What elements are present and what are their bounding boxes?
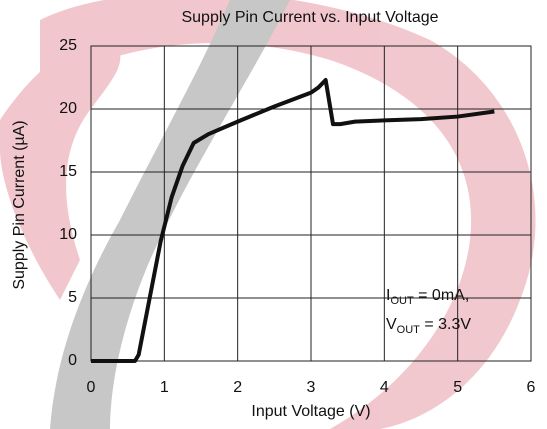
annotation-main: V xyxy=(386,316,397,333)
annotation-sub: OUT xyxy=(397,324,421,336)
x-tick-label: 6 xyxy=(527,379,536,396)
y-tick-label: 25 xyxy=(59,37,77,54)
annotation-text: VOUT = 3.3V xyxy=(386,316,471,336)
x-tick-label: 3 xyxy=(307,379,316,396)
watermark-band xyxy=(50,0,290,429)
y-tick-label: 0 xyxy=(68,352,77,369)
y-tick-label: 5 xyxy=(68,289,77,306)
y-tick-label: 15 xyxy=(59,163,77,180)
watermark-arc xyxy=(0,30,121,300)
annotation-rest: = 3.3V xyxy=(420,316,471,333)
y-axis-label: Supply Pin Current (µA) xyxy=(11,120,28,289)
annotation-sub: OUT xyxy=(390,295,414,307)
x-axis-label: Input Voltage (V) xyxy=(251,403,370,420)
x-tick-label: 2 xyxy=(233,379,242,396)
x-tick-label: 4 xyxy=(380,379,389,396)
x-tick-label: 0 xyxy=(87,379,96,396)
annotation-main: I xyxy=(386,287,390,304)
x-tick-label: 1 xyxy=(160,379,169,396)
annotation: IOUT = 0mA,VOUT = 3.3V xyxy=(386,287,471,336)
watermark xyxy=(0,0,536,429)
y-tick-label: 10 xyxy=(59,226,77,243)
annotation-rest: = 0mA, xyxy=(414,287,470,304)
annotation-text: IOUT = 0mA, xyxy=(386,287,469,307)
x-tick-label: 5 xyxy=(453,379,462,396)
chart-title: Supply Pin Current vs. Input Voltage xyxy=(181,9,438,26)
y-tick-label: 20 xyxy=(59,100,77,117)
data-line xyxy=(91,78,495,363)
